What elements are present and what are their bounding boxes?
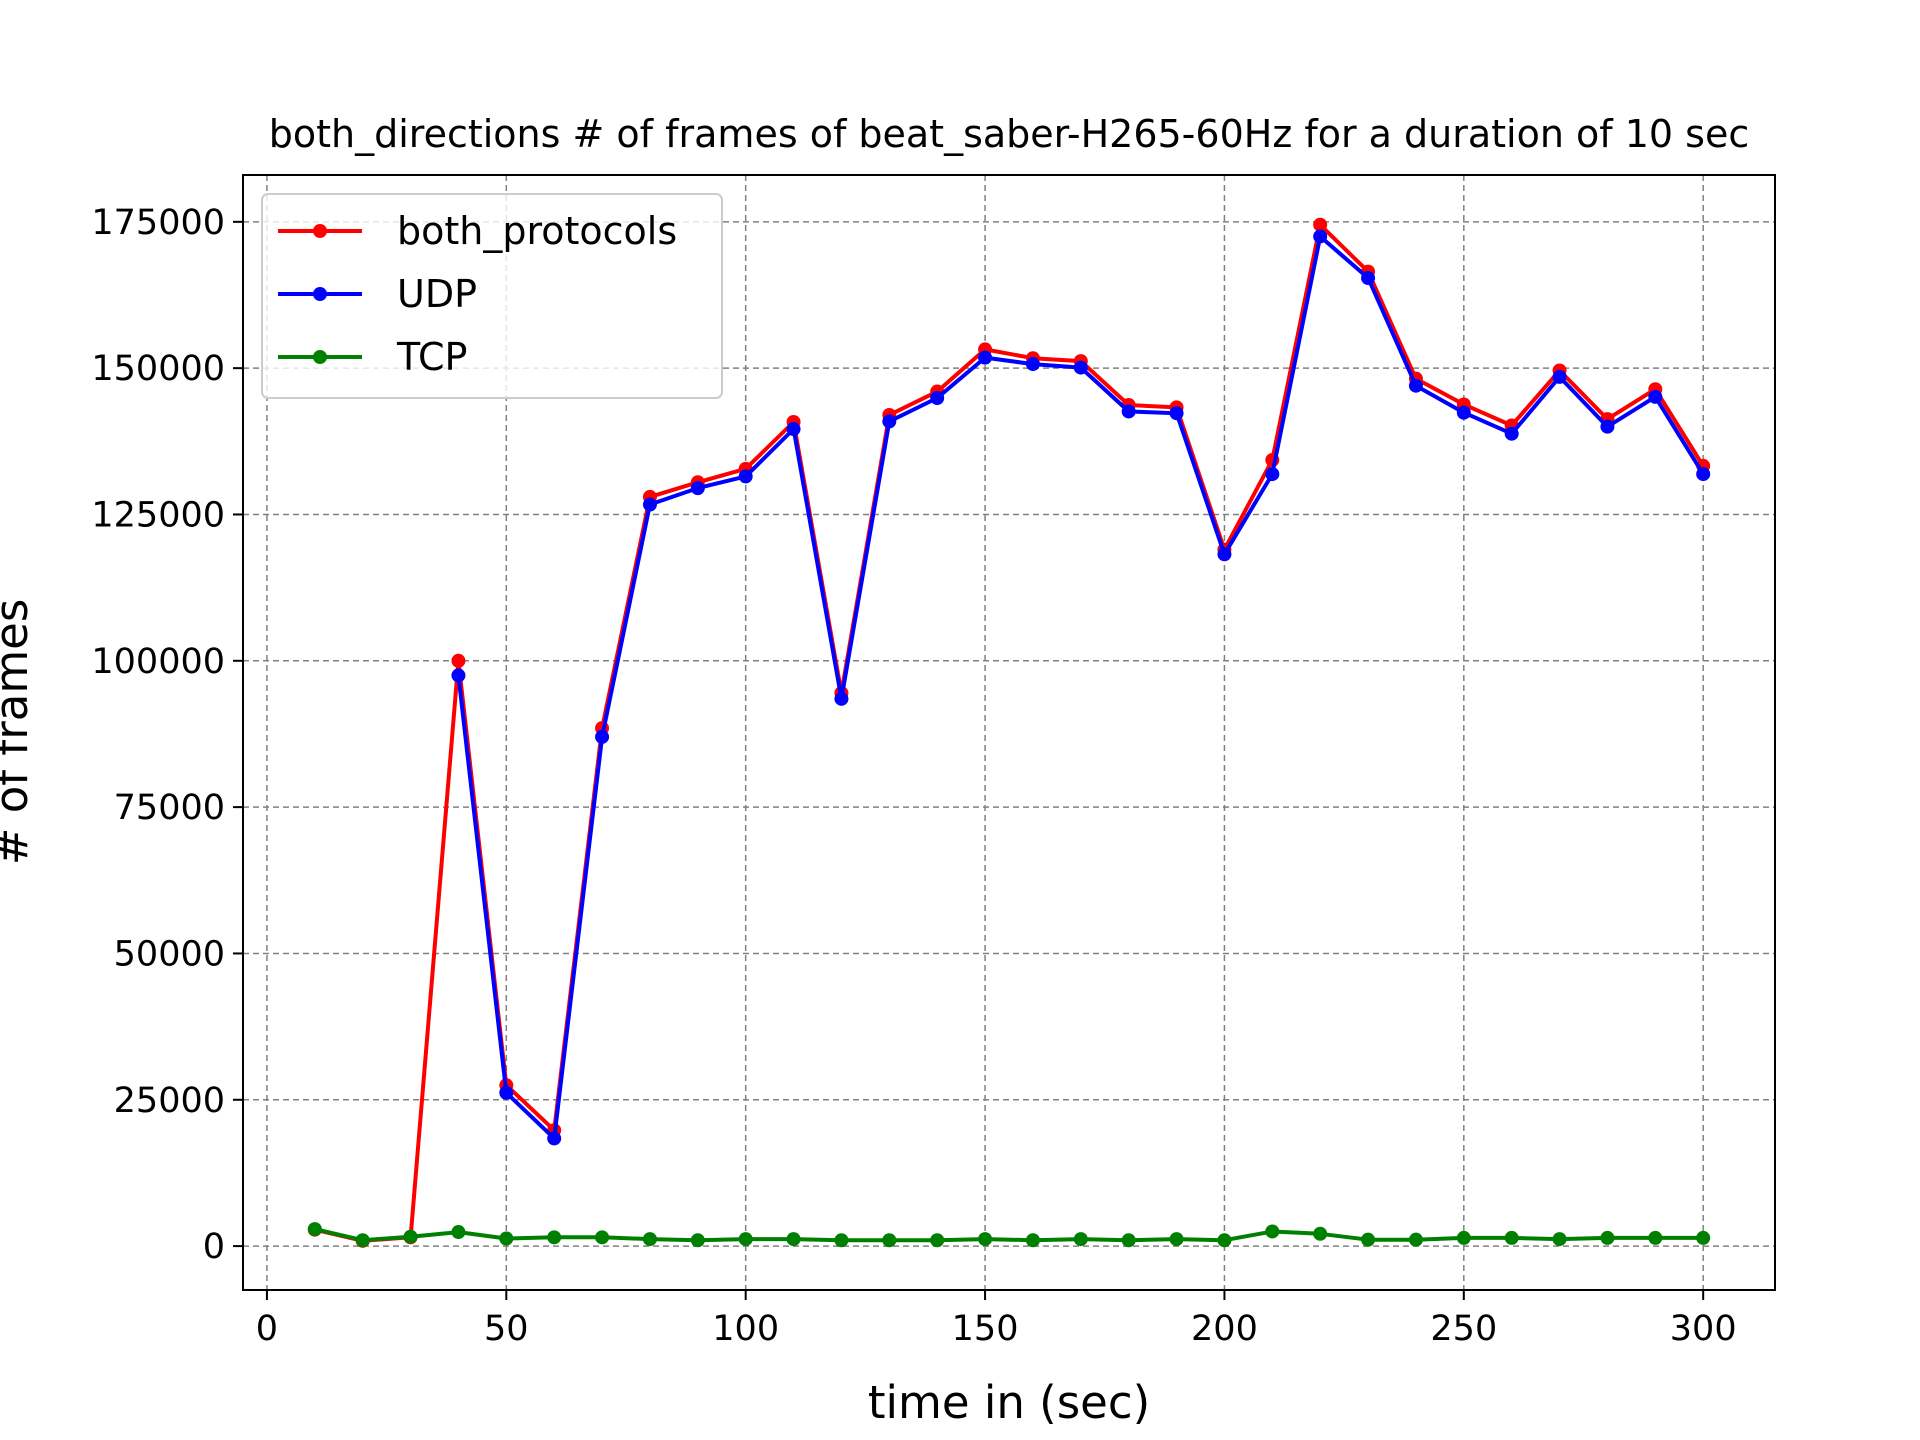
data-point-tcp — [738, 1232, 753, 1247]
data-point-tcp — [1504, 1230, 1519, 1245]
legend-label: both_protocols — [397, 209, 677, 253]
data-point-udp — [738, 469, 753, 484]
data-point-udp — [547, 1131, 562, 1146]
data-point-udp — [930, 391, 945, 405]
data-point-tcp — [1456, 1230, 1471, 1245]
data-point-udp — [451, 668, 466, 683]
data-point-udp — [882, 414, 897, 429]
x-tick-label: 0 — [256, 1309, 278, 1349]
data-point-tcp — [499, 1231, 514, 1246]
data-point-udp — [1600, 419, 1615, 434]
data-point-tcp — [1265, 1224, 1280, 1239]
legend-item-udp: UDP — [278, 272, 477, 316]
data-point-tcp — [690, 1233, 705, 1248]
legend: both_protocols UDP TCP — [261, 193, 723, 399]
legend-swatch-marker — [313, 224, 327, 238]
data-point-tcp — [786, 1232, 801, 1247]
x-tick-label: 300 — [1670, 1309, 1737, 1349]
legend-label: TCP — [396, 335, 467, 379]
series-layer — [307, 217, 1711, 1248]
data-point-tcp — [834, 1233, 849, 1248]
chart-title: both_directions # of frames of beat_sabe… — [269, 112, 1749, 156]
data-point-tcp — [1600, 1230, 1615, 1245]
data-point-both-protocols — [1313, 217, 1328, 232]
y-tick-label: 50000 — [114, 934, 225, 974]
x-tick-label: 50 — [484, 1309, 529, 1349]
data-point-tcp — [1552, 1232, 1567, 1247]
data-point-udp — [1504, 426, 1519, 441]
series-line-tcp — [314, 1227, 1704, 1243]
data-point-udp — [690, 481, 705, 496]
data-point-udp — [1073, 360, 1088, 375]
x-axis-label: time in (sec) — [868, 1376, 1150, 1429]
data-point-tcp — [1313, 1226, 1328, 1241]
data-point-udp — [1552, 369, 1567, 384]
data-point-tcp — [1408, 1232, 1423, 1247]
axis-ticks: 0 50 100 150 200 250 300 0 25000 50000 75000 100000… — [91, 203, 1736, 1349]
data-point-udp — [1696, 467, 1711, 482]
data-point-tcp — [978, 1232, 993, 1247]
y-tick-label: 25000 — [114, 1081, 225, 1121]
y-tick-label: 100000 — [91, 642, 225, 682]
data-point-udp — [1456, 405, 1471, 420]
data-point-udp — [1121, 404, 1136, 419]
y-tick-label: 150000 — [91, 349, 225, 389]
data-point-udp — [642, 497, 657, 512]
legend-label: UDP — [397, 272, 477, 316]
legend-swatch-marker — [313, 287, 327, 301]
y-axis-label: # of frames — [0, 599, 38, 866]
data-point-udp — [1265, 467, 1280, 482]
data-point-tcp — [1217, 1233, 1232, 1248]
x-tick-label: 250 — [1430, 1309, 1497, 1349]
data-point-udp — [1169, 406, 1184, 421]
data-point-udp — [1313, 229, 1328, 244]
x-tick-label: 150 — [952, 1309, 1019, 1349]
data-point-tcp — [1121, 1233, 1136, 1248]
data-point-tcp — [930, 1233, 945, 1248]
legend-item-both-protocols: both_protocols — [278, 209, 677, 253]
data-point-udp — [1648, 389, 1663, 404]
series-udp — [451, 229, 1711, 1146]
data-point-tcp — [355, 1233, 370, 1248]
legend-item-tcp: TCP — [278, 335, 467, 379]
legend-swatch-marker — [313, 350, 327, 364]
x-tick-label: 200 — [1191, 1309, 1258, 1349]
x-tick-label: 100 — [712, 1309, 779, 1349]
legend-box — [261, 193, 723, 399]
data-point-udp — [499, 1085, 514, 1100]
data-point-tcp — [1361, 1232, 1376, 1247]
data-point-both-protocols — [451, 653, 466, 668]
data-point-udp — [595, 729, 610, 744]
plot-area-frame — [242, 174, 1776, 1291]
data-point-tcp — [451, 1225, 466, 1240]
data-point-udp — [1217, 547, 1232, 562]
data-point-tcp — [1696, 1230, 1711, 1245]
data-point-tcp — [642, 1232, 657, 1247]
y-tick-label: 175000 — [91, 203, 225, 243]
series-line-both-protocols — [314, 222, 1705, 1243]
data-point-tcp — [307, 1222, 322, 1237]
data-point-tcp — [1169, 1232, 1184, 1247]
data-point-tcp — [1648, 1230, 1663, 1245]
data-point-udp — [1408, 378, 1423, 393]
data-point-tcp — [1025, 1233, 1040, 1248]
data-point-tcp — [547, 1230, 562, 1245]
data-point-tcp — [882, 1233, 897, 1248]
y-tick-label: 0 — [203, 1227, 225, 1267]
data-point-tcp — [1073, 1232, 1088, 1247]
data-point-udp — [834, 691, 849, 706]
data-point-udp — [978, 350, 993, 365]
y-tick-label: 75000 — [114, 788, 225, 828]
data-point-udp — [786, 422, 801, 437]
data-point-tcp — [403, 1229, 418, 1244]
series-tcp — [307, 1222, 1711, 1248]
data-point-udp — [1025, 357, 1040, 372]
y-tick-label: 125000 — [91, 495, 225, 535]
data-point-udp — [1361, 271, 1376, 286]
data-point-tcp — [595, 1230, 610, 1245]
